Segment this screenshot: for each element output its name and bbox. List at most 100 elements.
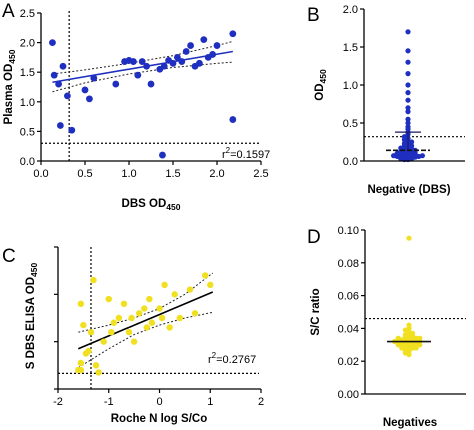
panel-c-point-9: [100, 338, 107, 345]
panel-c-x-tick-label-2: 0: [156, 396, 162, 408]
panel-a-point-32: [229, 30, 237, 38]
panel-letter-c: C: [2, 246, 16, 267]
panel-a-point-1: [50, 71, 58, 79]
panel-d-y-tick-label-0: 0.00: [338, 389, 359, 401]
panel-a-point-4: [59, 62, 67, 70]
panel-a-y-label: Plasma OD450: [3, 49, 17, 124]
panel-a-point-28: [200, 36, 208, 44]
panel-b-point-4: [405, 82, 411, 88]
panel-d-y-label: S/C ratio: [310, 288, 322, 335]
panel-c-point-17: [130, 338, 138, 345]
panel-a-point-23: [178, 58, 186, 65]
panel-a-point-16: [143, 62, 151, 70]
panel-a-x-tick-label-4: 2.0: [209, 168, 224, 180]
panel-b-point-0: [405, 29, 411, 35]
panel-c-point-32: [207, 281, 214, 289]
panel-c-x-tick-label-1: -1: [104, 396, 114, 408]
panel-a-x-tick-label-5: 2.5: [253, 168, 268, 180]
panel-a-r2-annotation: r2=0.1597: [222, 146, 270, 161]
panel-a-point-30: [209, 51, 217, 58]
panel-a-x-tick-label-1: 0.5: [77, 168, 92, 180]
panel-a-point-21: [169, 59, 177, 67]
panel-b-y-tick-label-4: 2.0: [343, 4, 358, 16]
panel-c-point-33: [77, 366, 85, 374]
panel-d-point-13: [417, 335, 423, 341]
panel-a-point-3: [56, 122, 64, 129]
panel-a-x-tick-label-0: 0.0: [33, 168, 48, 180]
panel-a-point-14: [134, 71, 142, 79]
panel-c-point-5: [85, 347, 92, 355]
panel-c-point-22: [148, 319, 156, 326]
panel-c-point-25: [161, 281, 168, 289]
panel-d: 0.00 0.02 0.04 0.06 0.08 0.10 Negatives S/C r…: [310, 225, 466, 429]
panel-d-y-tick-label-3: 0.06: [338, 291, 359, 303]
panel-c-point-24: [158, 314, 166, 322]
panel-b-point-10: [405, 120, 411, 126]
panel-b-point-3: [405, 71, 411, 77]
panel-c-x-tick-label-3: 1: [207, 396, 213, 408]
panel-a-y-tick-label-3: 1.5: [20, 67, 35, 79]
panel-c-point-10: [105, 295, 112, 303]
panel-d-point-12: [395, 335, 401, 341]
panel-a-y-tick-label-0: 0.0: [20, 156, 35, 168]
panel-b: 0.0 0.5 1.0 1.5 2.0 Negative (DBS) OD450: [314, 4, 465, 196]
panel-c-point-19: [141, 305, 148, 312]
panel-c-ci-lower: [78, 311, 213, 369]
panel-c-fit-line: [77, 291, 214, 350]
panel-c-point-27: [171, 291, 178, 298]
panel-b-point-8: [405, 109, 411, 115]
panel-c: -2 -1 0 1 2 Roche N log S/Co S DBS ELISA OD4…: [25, 245, 264, 425]
panel-a: 0.0 0.5 1.0 1.5 2.0 2.5 0.0 0.5 1.0 1.5 2.0 2.5 DBS…: [3, 8, 270, 212]
panel-b-y-tick-label-0: 0.0: [343, 156, 358, 168]
panel-b-point-11: [405, 124, 411, 130]
panel-a-point-19: [160, 62, 168, 70]
panel-a-y-tick-label-1: 0.5: [20, 126, 35, 138]
panel-a-point-0: [49, 39, 56, 46]
panel-c-ci-upper: [78, 272, 214, 333]
panel-a-point-17: [147, 80, 155, 88]
panel-c-x-tick-label-4: 2: [258, 396, 264, 408]
panel-b-point-5: [405, 90, 411, 96]
panel-a-point-9: [90, 74, 98, 82]
panel-b-point-41: [419, 153, 425, 159]
panel-a-point-33: [229, 116, 237, 123]
panel-c-point-16: [128, 314, 135, 322]
panel-c-point-2: [77, 300, 85, 307]
panel-c-point-7: [90, 276, 97, 284]
panel-c-point-14: [120, 300, 128, 307]
panel-d-y-tick-label-2: 0.04: [338, 323, 359, 335]
panel-d-y-tick-label-1: 0.02: [338, 356, 359, 368]
panel-a-point-13: [130, 58, 137, 65]
panel-a-y-tick-label-2: 1.0: [20, 97, 35, 109]
panel-b-point-9: [405, 116, 411, 122]
panel-a-y-tick-label-4: 2.0: [20, 38, 35, 50]
panel-b-x-label: Negative (DBS): [367, 184, 450, 196]
panel-d-x-label: Negatives: [383, 417, 437, 429]
panel-c-x-label: Roche N log S/Co: [111, 413, 207, 425]
panel-c-x-tick-label-0: -2: [53, 396, 63, 408]
panel-b-y-tick-label-1: 0.5: [343, 118, 358, 130]
panel-b-y-label: OD450: [314, 69, 328, 101]
panel-c-point-8: [92, 362, 100, 369]
panel-c-point-11: [108, 329, 115, 336]
panel-a-ci-lower: [52, 61, 233, 93]
panel-b-y-tick-label-2: 1.0: [343, 80, 358, 92]
panel-a-point-8: [86, 95, 93, 103]
panel-a-point-31: [213, 42, 221, 49]
panel-d-point-1: [406, 322, 412, 328]
panel-c-y-label: S DBS ELISA OD450: [25, 263, 39, 370]
panel-c-r2-annotation: r2=0.2767: [208, 351, 256, 366]
panel-c-point-28: [176, 314, 183, 322]
panel-c-point-34: [95, 369, 102, 376]
panel-letter-d: D: [307, 227, 321, 248]
panel-c-point-12: [110, 319, 118, 326]
panel-c-point-6: [87, 329, 95, 336]
panel-c-point-18: [136, 310, 143, 317]
panel-a-fit-line: [52, 50, 233, 84]
panel-b-point-2: [405, 59, 411, 65]
panel-a-x-label: DBS OD450: [122, 198, 181, 212]
panel-b-point-6: [405, 97, 411, 103]
panel-b-point-7: [405, 105, 411, 111]
panel-c-point-3: [80, 321, 87, 329]
